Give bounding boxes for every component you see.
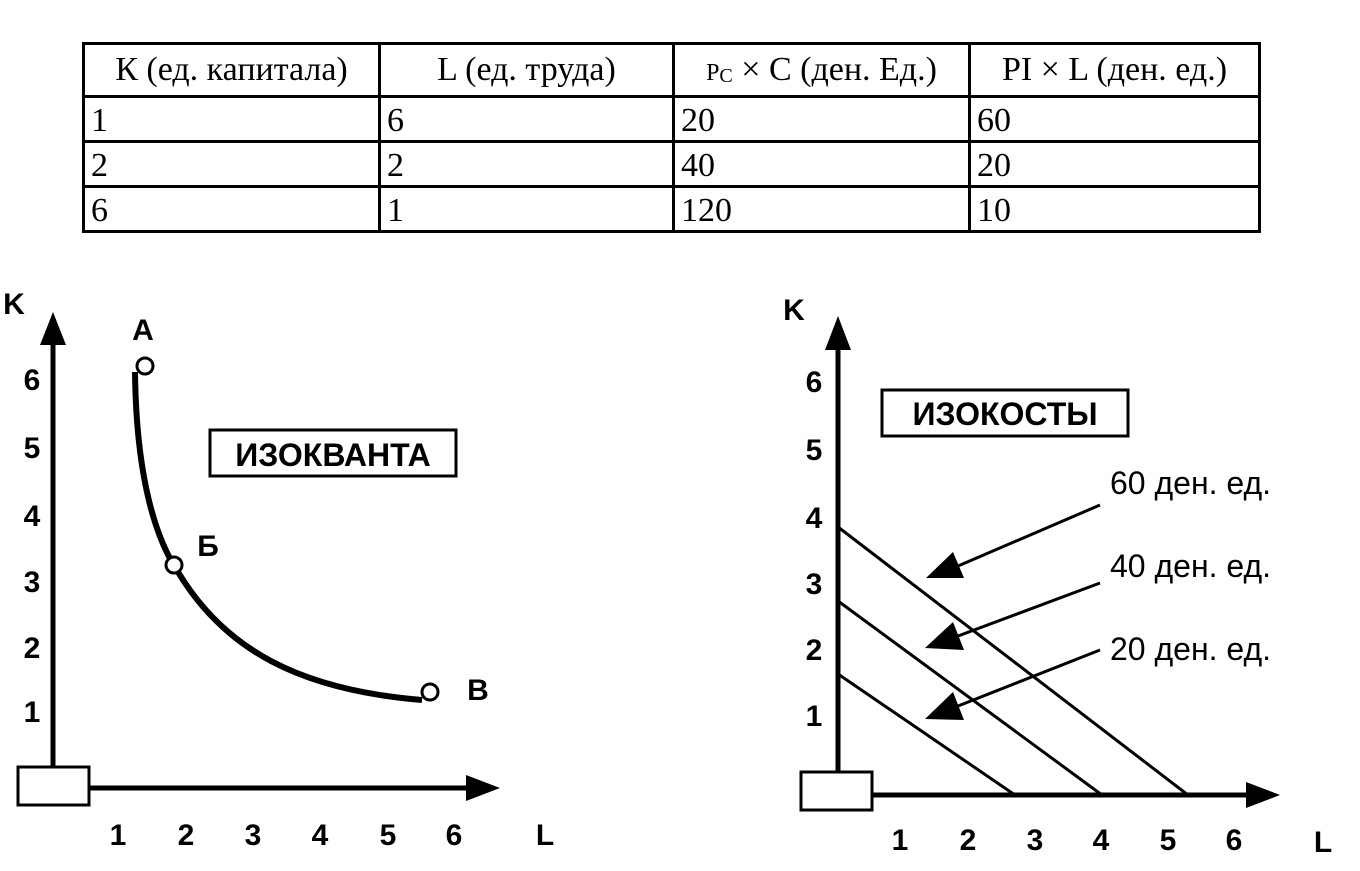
y-tick: 3 xyxy=(806,568,823,601)
x-tick: 2 xyxy=(178,819,195,852)
isocost-title-box xyxy=(880,388,1130,438)
x-tick: 5 xyxy=(1160,824,1177,857)
y-tick: 5 xyxy=(806,434,823,467)
y-axis-label: K xyxy=(3,288,25,321)
table-cell: 60 xyxy=(968,95,1261,143)
y-tick: 1 xyxy=(806,700,823,733)
y-ticks: 1 2 3 4 5 6 xyxy=(24,364,41,729)
arrow-60-head xyxy=(926,552,964,578)
x-axis-arrowhead xyxy=(1246,782,1280,808)
y-ticks: 1 2 3 4 5 6 xyxy=(806,366,823,733)
point-v-marker xyxy=(420,682,440,702)
origin-box xyxy=(16,765,91,807)
y-tick: 2 xyxy=(24,632,41,665)
x-tick: 3 xyxy=(245,819,262,852)
y-tick: 1 xyxy=(24,696,41,729)
x-axis-label: L xyxy=(536,819,554,852)
table-cell: 40 xyxy=(672,140,971,188)
header-capital-cost: PC × С (ден. Ед.) xyxy=(672,42,971,98)
x-ticks: 1 2 3 4 5 6 xyxy=(892,824,1243,857)
y-tick: 6 xyxy=(806,366,823,399)
arrow-60-shaft xyxy=(957,503,1101,568)
table-row: 1 6 20 60 xyxy=(82,95,1261,143)
point-b-marker xyxy=(164,555,184,575)
origin-box xyxy=(799,770,874,812)
arrow-20-head xyxy=(925,692,964,720)
arrow-20-shaft xyxy=(957,648,1101,708)
header-capital-cost-sub: C xyxy=(719,65,733,87)
table-cell: 2 xyxy=(82,140,381,188)
x-tick: 1 xyxy=(892,824,909,857)
arrow-40-head xyxy=(925,622,964,650)
isoquant-curve xyxy=(132,371,423,703)
header-capital-cost-p: P xyxy=(706,60,720,86)
isoquant-figure: K L 1 2 3 4 5 6 1 2 3 4 5 6 А Б В ИЗОКВА… xyxy=(3,288,554,852)
table-cell: 20 xyxy=(968,140,1261,188)
table-row: 6 1 120 10 xyxy=(82,185,1261,233)
isoquant-title-box xyxy=(208,428,458,478)
point-b-label: Б xyxy=(197,530,219,563)
y-tick: 2 xyxy=(806,634,823,667)
table-cell: 6 xyxy=(378,95,675,143)
data-table: К (ед. капитала) L (ед. труда) PC × С (д… xyxy=(82,42,1261,233)
point-v-label: В xyxy=(467,674,489,707)
y-axis-arrowhead xyxy=(825,316,851,350)
y-tick: 4 xyxy=(806,502,823,535)
table-cell: 2 xyxy=(378,140,675,188)
y-tick: 6 xyxy=(24,364,41,397)
x-tick: 4 xyxy=(1093,824,1110,857)
x-tick: 3 xyxy=(1027,824,1044,857)
point-a-marker xyxy=(135,356,155,376)
isocost-title: ИЗОКОСТЫ xyxy=(912,396,1097,432)
y-axis-label: K xyxy=(783,294,805,327)
table-cell: 1 xyxy=(82,95,381,143)
y-axis-arrowhead xyxy=(40,312,66,345)
header-labor-cost: РI × L (ден. ед.) xyxy=(968,42,1261,98)
isocost-figure: K L 1 2 3 4 5 6 1 2 3 4 5 6 60 ден. ед. … xyxy=(783,294,1332,859)
isocost-line-40 xyxy=(837,599,1103,797)
y-tick: 3 xyxy=(24,566,41,599)
x-axis-label: L xyxy=(1314,826,1332,859)
isocost-label-20: 20 ден. ед. xyxy=(1110,631,1271,667)
x-tick: 6 xyxy=(446,819,463,852)
table-cell: 1 xyxy=(378,185,675,233)
x-tick: 4 xyxy=(312,819,329,852)
isocost-label-40: 40 ден. ед. xyxy=(1110,548,1271,584)
x-tick: 5 xyxy=(380,819,397,852)
isocost-line-60 xyxy=(837,525,1189,797)
x-tick: 6 xyxy=(1226,824,1243,857)
table-cell: 6 xyxy=(82,185,381,233)
x-axis-arrowhead xyxy=(466,775,500,801)
isoquant-title: ИЗОКВАНТА xyxy=(235,437,430,473)
x-tick: 2 xyxy=(960,824,977,857)
table-cell: 120 xyxy=(672,185,971,233)
table-cell: 20 xyxy=(672,95,971,143)
isocost-line-20 xyxy=(837,672,1016,797)
header-labor: L (ед. труда) xyxy=(378,42,675,98)
y-tick: 4 xyxy=(24,500,41,533)
arrow-40-shaft xyxy=(957,581,1101,638)
x-ticks: 1 2 3 4 5 6 xyxy=(110,819,463,852)
point-a-label: А xyxy=(132,314,154,347)
y-tick: 5 xyxy=(24,432,41,465)
isocost-label-60: 60 ден. ед. xyxy=(1110,465,1271,501)
table-header-row: К (ед. капитала) L (ед. труда) PC × С (д… xyxy=(82,42,1261,98)
header-capital-cost-rest: × С (ден. Ед.) xyxy=(741,51,937,88)
table-row: 2 2 40 20 xyxy=(82,140,1261,188)
table-cell: 10 xyxy=(968,185,1261,233)
x-tick: 1 xyxy=(110,819,127,852)
header-capital: К (ед. капитала) xyxy=(82,42,381,98)
